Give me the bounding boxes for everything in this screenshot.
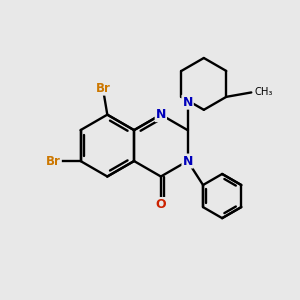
Text: N: N — [156, 108, 166, 121]
Text: O: O — [155, 198, 166, 211]
Text: CH₃: CH₃ — [255, 87, 273, 98]
Text: Br: Br — [46, 154, 61, 167]
Text: Br: Br — [95, 82, 110, 95]
Text: N: N — [182, 154, 193, 167]
Text: N: N — [182, 96, 193, 109]
